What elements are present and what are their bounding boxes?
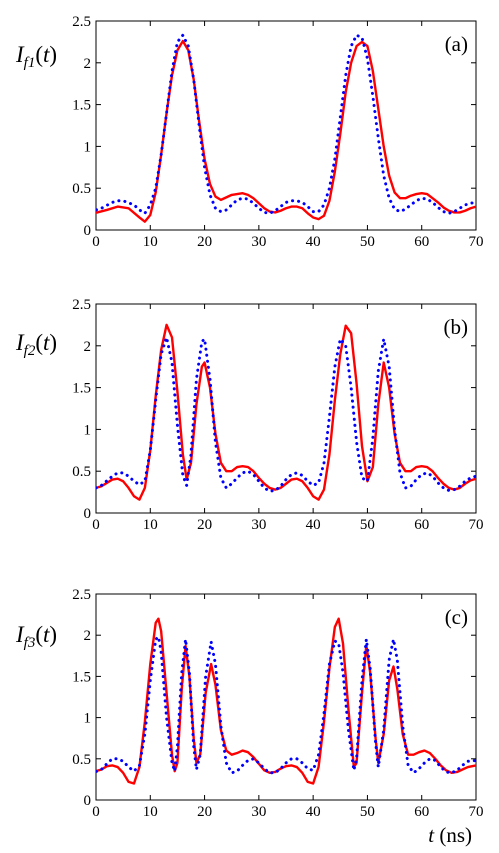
- x-tick-label: 30: [251, 804, 266, 820]
- y-axis: 0 0.5 1 1.5 2 2.5: [72, 14, 476, 239]
- series-dotted-line: [96, 335, 476, 493]
- plot-frame: [95, 20, 477, 231]
- y-tick-label: 0.5: [72, 181, 91, 197]
- x-tick-label: 70: [469, 804, 484, 820]
- x-axis: 0 10 20 30 40 50 60 70: [92, 594, 484, 820]
- x-tick-label: 40: [306, 804, 321, 820]
- series-group: [96, 33, 476, 223]
- y-axis-label: If3(t): [15, 622, 57, 651]
- y-tick-label: 0.5: [72, 752, 91, 768]
- y-tick-label: 2: [84, 339, 92, 355]
- y-axis: 0 0.5 1 1.5 2 2.5: [72, 297, 476, 522]
- y-tick-label: 2.5: [72, 14, 91, 30]
- y-tick-label: 2: [84, 628, 92, 644]
- y-tick-label: 0: [84, 223, 92, 239]
- x-tick-label: 0: [92, 517, 100, 533]
- series-group: [96, 617, 476, 785]
- series-group: [96, 323, 476, 501]
- series-dotted-line: [96, 33, 476, 215]
- x-tick-label: 50: [360, 517, 375, 533]
- series-solid-line: [96, 39, 476, 223]
- x-tick-label: 60: [414, 517, 429, 533]
- y-tick-label: 0: [84, 506, 92, 522]
- x-axis: 0 10 20 30 40 50 60 70: [92, 21, 484, 250]
- plot-frame: [95, 303, 477, 514]
- panel-b: 0 10 20 30 40 50 60 70 0 0.5 1 1.5 2 2.5 (b) If2(t): [15, 297, 484, 533]
- x-tick-label: 30: [251, 234, 266, 250]
- x-tick-label: 0: [92, 234, 100, 250]
- y-tick-label: 2: [84, 56, 92, 72]
- y-tick-label: 1.5: [72, 381, 91, 397]
- x-tick-label: 20: [197, 804, 212, 820]
- y-axis: 0 0.5 1 1.5 2 2.5: [72, 587, 476, 809]
- x-tick-label: 10: [143, 804, 158, 820]
- y-axis-label: If2(t): [15, 330, 57, 359]
- y-tick-label: 0: [84, 793, 92, 809]
- y-tick-label: 1.5: [72, 98, 91, 114]
- x-tick-label: 50: [360, 234, 375, 250]
- y-tick-label: 1: [84, 711, 92, 727]
- panel-label: (a): [445, 32, 468, 56]
- x-tick-label: 60: [414, 804, 429, 820]
- x-tick-label: 40: [306, 234, 321, 250]
- series-dotted-line: [96, 635, 476, 775]
- x-tick-label: 40: [306, 517, 321, 533]
- series-solid-line: [96, 323, 476, 501]
- panel-c: 0 10 20 30 40 50 60 70 0 0.5 1 1.5 2 2.5 (c) If3(t) t (n…: [15, 587, 484, 847]
- panel-label: (b): [444, 315, 469, 339]
- x-tick-label: 10: [143, 234, 158, 250]
- x-axis-label: t (ns): [428, 823, 472, 847]
- x-axis: 0 10 20 30 40 50 60 70: [92, 304, 484, 533]
- y-axis-label: If1(t): [15, 42, 57, 71]
- y-tick-label: 2.5: [72, 587, 91, 603]
- x-tick-label: 10: [143, 517, 158, 533]
- series-solid-line: [96, 617, 476, 785]
- x-tick-label: 60: [414, 234, 429, 250]
- x-tick-label: 20: [197, 234, 212, 250]
- x-tick-label: 30: [251, 517, 266, 533]
- x-tick-label: 70: [469, 517, 484, 533]
- panel-label: (c): [445, 605, 468, 629]
- panel-a: 0 10 20 30 40 50 60 70 0 0.5 1 1.5 2 2.5 (a) If1(t): [15, 14, 484, 250]
- y-tick-label: 1: [84, 139, 92, 155]
- x-tick-label: 20: [197, 517, 212, 533]
- x-tick-label: 50: [360, 804, 375, 820]
- y-tick-label: 0.5: [72, 464, 91, 480]
- x-tick-label: 0: [92, 804, 100, 820]
- y-tick-label: 2.5: [72, 297, 91, 313]
- y-tick-label: 1.5: [72, 669, 91, 685]
- x-tick-label: 70: [469, 234, 484, 250]
- plot-frame: [95, 593, 477, 801]
- y-tick-label: 1: [84, 422, 92, 438]
